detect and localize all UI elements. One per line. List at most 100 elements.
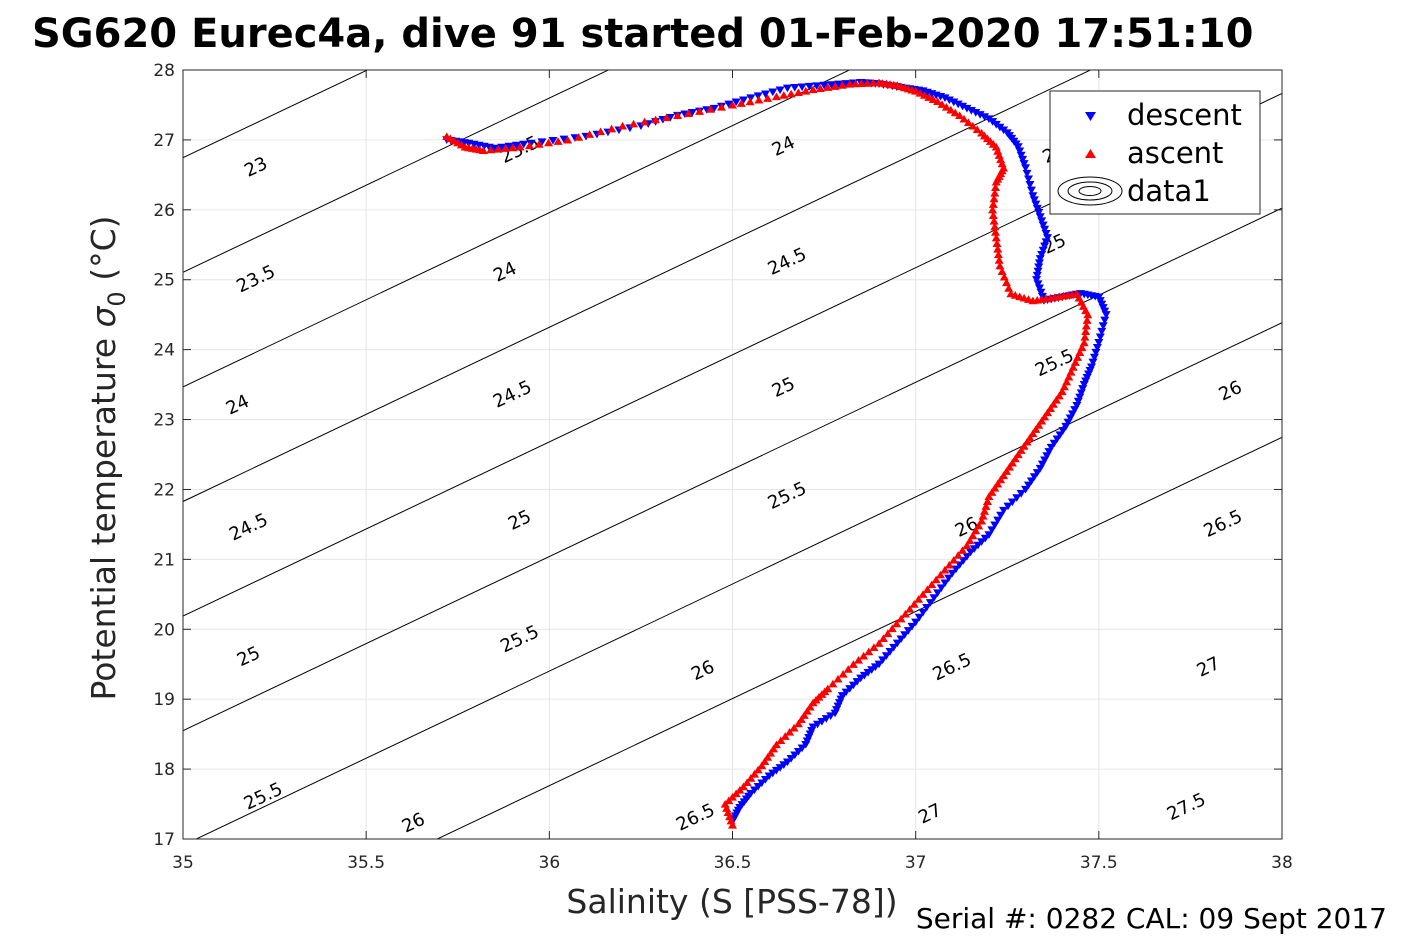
ascent-point [977,516,987,525]
descent-point [537,138,547,147]
ascent-point [769,744,779,753]
descent-point [804,82,814,91]
ascent-point [845,79,855,88]
ascent-point [736,99,746,107]
ascent-point [987,488,997,496]
ascent-point [862,79,872,87]
ascent-point [500,144,510,152]
descent-point [999,506,1009,515]
ascent-point [915,89,925,97]
ascent-point [776,736,786,745]
ascent-point [746,774,756,782]
descent-point [746,789,756,798]
descent-point [953,100,963,109]
ascent-point [1082,316,1092,324]
ascent-point [1006,289,1016,298]
ascent-point [997,267,1007,275]
ascent-point [963,118,973,127]
ascent-point [799,711,809,719]
ascent-point [596,127,606,136]
descent-point [1003,502,1013,511]
ascent-point [949,556,959,564]
descent-point [966,548,976,557]
ascent-point [1037,416,1047,425]
ascent-point [1059,382,1069,391]
ascent-point [789,723,799,732]
ascent-point [869,643,879,652]
x-axis-label: Salinity (S [PSS-78]) [566,882,897,921]
ascent-point [808,85,818,94]
ascent-point [823,83,833,91]
ascent-point [749,769,759,778]
ascent-point [981,502,991,510]
ascent-point [993,244,1003,253]
ascent-point [996,155,1006,164]
ascent-point [982,497,992,505]
ascent-point [1013,450,1023,459]
descent-point [724,100,734,109]
legend-box [1049,90,1261,215]
x-tick-label: 35 [172,853,194,873]
descent-point [819,81,829,90]
descent-point [922,604,932,612]
ascent-point [980,507,990,515]
ascent-point [868,78,878,87]
descent-point [474,141,484,150]
ascent-point [999,272,1009,281]
descent-point [996,511,1006,520]
descent-point [1026,186,1036,195]
ascent-point [534,140,544,148]
ascent-point [924,93,934,101]
ascent-point [717,103,727,111]
descent-point [749,786,759,795]
ascent-point [771,92,781,101]
descent-point [841,80,851,88]
ascent-point [927,580,937,589]
descent-point [1091,348,1101,357]
x-tick-label: 35.5 [347,853,385,873]
ascent-point [1074,293,1084,302]
descent-point [687,109,697,117]
y-tick-label: 23 [153,411,175,431]
ascent-point [725,812,735,821]
descent-point [1034,263,1044,272]
ascent-point [994,256,1004,264]
descent-point [896,635,906,644]
ascent-point [946,105,956,114]
ascent-point [786,89,796,98]
descent-point [852,678,862,686]
ascent-point [922,585,932,594]
y-axis-label: Potential temperature σ0 (°C) [84,216,131,701]
ascent-point [974,521,984,530]
ascent-point [1004,463,1014,471]
descent-point [1094,339,1104,347]
legend: descent ascent data1 [1049,90,1261,215]
ascent-point [968,121,978,130]
ascent-point [1007,458,1017,467]
ascent-point [525,141,535,150]
ascent-point [1045,404,1055,412]
ascent-point [1057,387,1067,396]
ascent-point [864,647,874,656]
ascent-point [449,136,459,145]
ascent-point [445,134,455,143]
ascent-point [544,138,554,147]
ascent-point [962,541,972,549]
isopycnal-line [183,70,851,388]
ascent-point [1010,454,1020,463]
descent-point [757,779,767,788]
ascent-point [493,144,503,153]
descent-point [665,113,675,122]
descent-point [947,569,957,578]
ascent-point [1081,306,1091,315]
ascent-point [988,200,998,208]
descent-point [709,104,719,113]
ascent-point [928,95,938,103]
descent-point [760,775,770,784]
descent-point [548,137,558,145]
y-axis-label-text: Potential temperature [84,328,123,701]
ascent-point [851,79,861,88]
ascent-point [837,81,847,89]
ascent-point [728,100,737,109]
